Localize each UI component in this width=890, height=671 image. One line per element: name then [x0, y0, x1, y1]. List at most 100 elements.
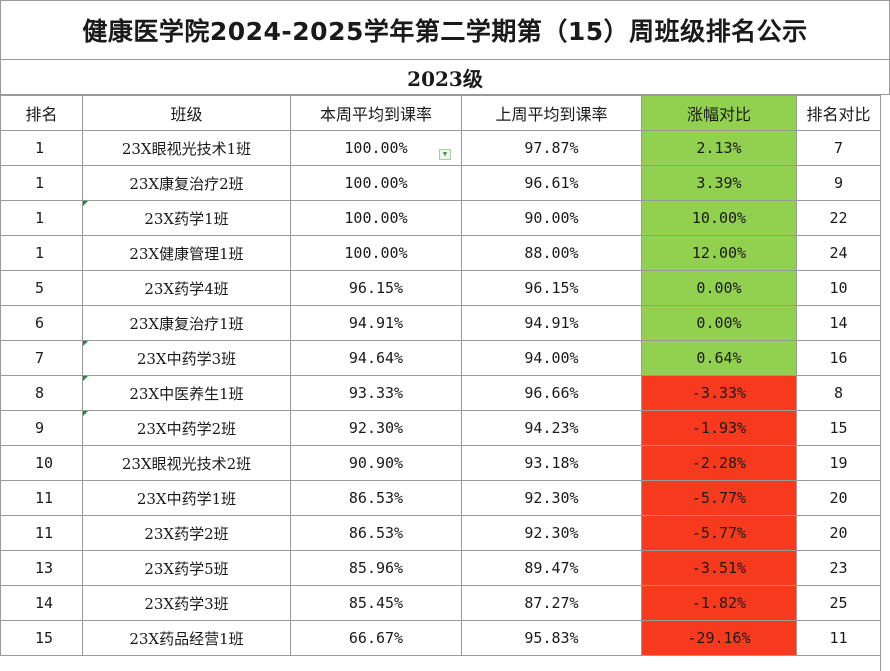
cell-last-week[interactable]: 96.15% — [461, 270, 642, 306]
cell-rank[interactable]: 11 — [0, 480, 83, 516]
header-rank-compare[interactable]: 排名对比 — [796, 95, 881, 131]
cell-this-week[interactable]: 94.64% — [290, 340, 462, 376]
cell-rank[interactable]: 1 — [0, 200, 83, 236]
cell-rank[interactable]: 14 — [0, 585, 83, 621]
cell-prev-rank[interactable]: 10 — [796, 270, 881, 306]
cell-this-week[interactable]: 86.53% — [290, 515, 462, 551]
cell-prev-rank[interactable]: 25 — [796, 585, 881, 621]
cell-last-week-text: 94.91% — [524, 314, 579, 332]
cell-rank[interactable]: 9 — [0, 410, 83, 446]
cell-class[interactable]: 23X中药学2班 — [82, 410, 291, 446]
cell-rank[interactable]: 6 — [0, 305, 83, 341]
cell-prev-rank[interactable]: 20 — [796, 515, 881, 551]
cell-last-week[interactable]: 95.83% — [461, 620, 642, 656]
cell-rank[interactable]: 1 — [0, 235, 83, 271]
cell-class[interactable]: 23X中药学1班 — [82, 480, 291, 516]
cell-class[interactable]: 23X药品经营1班 — [82, 620, 291, 656]
cell-change[interactable]: -29.16% — [641, 620, 797, 656]
cell-rank[interactable]: 5 — [0, 270, 83, 306]
cell-this-week[interactable]: 94.91% — [290, 305, 462, 341]
cell-prev-rank[interactable]: 7 — [796, 130, 881, 166]
cell-change[interactable]: -3.33% — [641, 375, 797, 411]
cell-this-week[interactable]: 85.96% — [290, 550, 462, 586]
cell-last-week[interactable]: 93.18% — [461, 445, 642, 481]
cell-rank[interactable]: 1 — [0, 130, 83, 166]
cell-last-week[interactable]: 97.87% — [461, 130, 642, 166]
cell-change[interactable]: 0.00% — [641, 305, 797, 341]
cell-change[interactable]: 10.00% — [641, 200, 797, 236]
cell-last-week[interactable]: 96.66% — [461, 375, 642, 411]
cell-rank[interactable]: 15 — [0, 620, 83, 656]
cell-last-week[interactable]: 94.91% — [461, 305, 642, 341]
cell-rank[interactable]: 11 — [0, 515, 83, 551]
cell-prev-rank[interactable]: 24 — [796, 235, 881, 271]
cell-change[interactable]: -5.77% — [641, 480, 797, 516]
cell-this-week[interactable]: 66.67% — [290, 620, 462, 656]
cell-rank[interactable]: 1 — [0, 165, 83, 201]
cell-this-week[interactable]: 96.15% — [290, 270, 462, 306]
cell-prev-rank[interactable]: 19 — [796, 445, 881, 481]
cell-last-week[interactable]: 94.23% — [461, 410, 642, 446]
cell-this-week[interactable]: 92.30% — [290, 410, 462, 446]
table-row: 15 23X药品经营1班 66.67% 95.83% -29.16% 11 — [0, 620, 881, 656]
cell-class[interactable]: 23X眼视光技术2班 — [82, 445, 291, 481]
cell-last-week[interactable]: 90.00% — [461, 200, 642, 236]
cell-rank[interactable]: 13 — [0, 550, 83, 586]
dropdown-arrow-icon[interactable]: ▼ — [439, 149, 451, 160]
cell-class[interactable]: 23X健康管理1班 — [82, 235, 291, 271]
cell-rank[interactable]: 7 — [0, 340, 83, 376]
cell-class[interactable]: 23X药学5班 — [82, 550, 291, 586]
cell-this-week[interactable]: 100.00% — [290, 235, 462, 271]
cell-this-week[interactable]: 85.45% — [290, 585, 462, 621]
cell-prev-rank[interactable]: 9 — [796, 165, 881, 201]
cell-prev-rank[interactable]: 14 — [796, 305, 881, 341]
cell-change[interactable]: 0.64% — [641, 340, 797, 376]
cell-last-week[interactable]: 88.00% — [461, 235, 642, 271]
header-change[interactable]: 涨幅对比 — [641, 95, 797, 131]
cell-prev-rank[interactable]: 23 — [796, 550, 881, 586]
cell-prev-rank[interactable]: 22 — [796, 200, 881, 236]
cell-prev-rank[interactable]: 16 — [796, 340, 881, 376]
cell-class[interactable]: 23X中医养生1班 — [82, 375, 291, 411]
cell-prev-rank[interactable]: 20 — [796, 480, 881, 516]
cell-change[interactable]: -3.51% — [641, 550, 797, 586]
cell-change[interactable]: -1.82% — [641, 585, 797, 621]
cell-class[interactable]: 23X药学2班 — [82, 515, 291, 551]
cell-change[interactable]: 2.13% — [641, 130, 797, 166]
cell-this-week[interactable]: 100.00% — [290, 200, 462, 236]
cell-this-week[interactable]: 100.00% — [290, 165, 462, 201]
cell-prev-rank[interactable]: 11 — [796, 620, 881, 656]
cell-last-week[interactable]: 92.30% — [461, 480, 642, 516]
header-last-week[interactable]: 上周平均到课率 — [461, 95, 642, 131]
cell-class[interactable]: 23X药学1班 — [82, 200, 291, 236]
cell-class[interactable]: 23X药学3班 — [82, 585, 291, 621]
cell-this-week[interactable]: 93.33% — [290, 375, 462, 411]
cell-class[interactable]: 23X中药学3班 — [82, 340, 291, 376]
cell-this-week[interactable]: 86.53% — [290, 480, 462, 516]
header-this-week[interactable]: 本周平均到课率 — [290, 95, 462, 131]
cell-change[interactable]: 3.39% — [641, 165, 797, 201]
cell-this-week[interactable]: 100.00% ▼ — [290, 130, 462, 166]
cell-last-week[interactable]: 87.27% — [461, 585, 642, 621]
cell-class[interactable]: 23X康复治疗2班 — [82, 165, 291, 201]
cell-this-week[interactable]: 90.90% — [290, 445, 462, 481]
cell-class[interactable]: 23X眼视光技术1班 — [82, 130, 291, 166]
cell-prev-rank[interactable]: 15 — [796, 410, 881, 446]
table-row: 1 23X康复治疗2班 100.00% 96.61% 3.39% 9 — [0, 165, 881, 201]
cell-rank[interactable]: 8 — [0, 375, 83, 411]
cell-class[interactable]: 23X康复治疗1班 — [82, 305, 291, 341]
cell-change[interactable]: -5.77% — [641, 515, 797, 551]
header-class[interactable]: 班级 — [82, 95, 291, 131]
cell-change[interactable]: 0.00% — [641, 270, 797, 306]
cell-change[interactable]: -2.28% — [641, 445, 797, 481]
cell-rank[interactable]: 10 — [0, 445, 83, 481]
cell-change[interactable]: 12.00% — [641, 235, 797, 271]
cell-last-week[interactable]: 96.61% — [461, 165, 642, 201]
cell-class[interactable]: 23X药学4班 — [82, 270, 291, 306]
cell-change[interactable]: -1.93% — [641, 410, 797, 446]
cell-prev-rank[interactable]: 8 — [796, 375, 881, 411]
header-rank[interactable]: 排名 — [0, 95, 83, 131]
cell-last-week[interactable]: 92.30% — [461, 515, 642, 551]
cell-last-week[interactable]: 89.47% — [461, 550, 642, 586]
cell-last-week[interactable]: 94.00% — [461, 340, 642, 376]
